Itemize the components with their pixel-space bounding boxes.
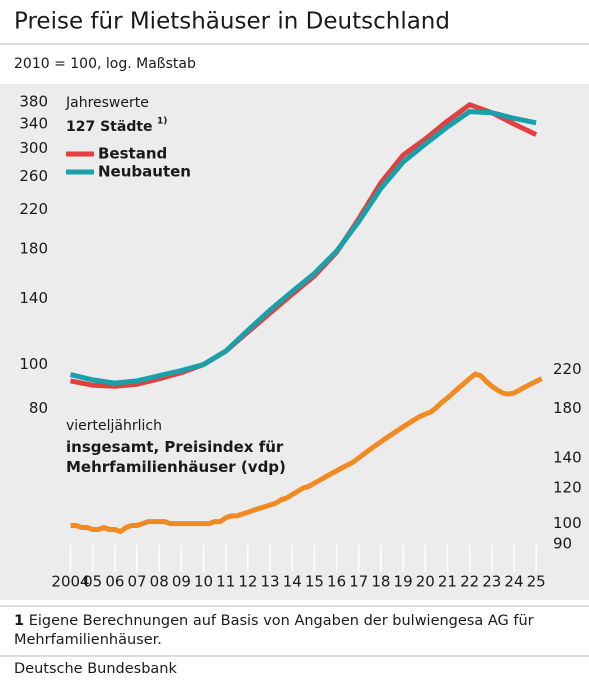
footnote-text: Eigene Berechnungen auf Basis von Angabe…	[14, 613, 534, 648]
subtitle: 2010 = 100, log. Maßstab	[14, 56, 196, 72]
legend-note: 1)	[157, 117, 167, 127]
x-tick-label: 11	[216, 573, 235, 591]
series-line	[70, 371, 543, 535]
x-tick-label: 05	[83, 573, 102, 591]
y-tick-label: 300	[19, 139, 48, 157]
x-tick-label: 2004	[51, 573, 89, 591]
legend-label: Bestand	[98, 145, 167, 163]
legend-heading: Jahreswerte	[65, 95, 149, 111]
panel	[0, 84, 589, 600]
series-label: insgesamt, Preisindex für Mehrfamilienhä…	[66, 438, 286, 476]
source: Deutsche Bundesbank	[14, 661, 177, 677]
x-tick-label: 23	[482, 573, 501, 591]
x-tick-label: 25	[527, 573, 546, 591]
x-tick-label: 14	[283, 573, 302, 591]
legend-label: Neubauten	[98, 163, 191, 181]
y-tick-label: 180	[19, 239, 48, 257]
y-tick-label: 340	[19, 114, 48, 132]
y2-tick-label: 100	[553, 514, 582, 532]
chart-title: Preise für Mietshäuser in Deutschland	[14, 9, 450, 35]
y-tick-label: 260	[19, 167, 48, 185]
x-tick-label: 21	[438, 573, 457, 591]
legend-subheading: 127 Städte	[66, 119, 153, 135]
x-tick-label: 12	[238, 573, 257, 591]
x-tick-label: 22	[460, 573, 479, 591]
x-tick-label: 10	[194, 573, 213, 591]
y-tick-label: 220	[19, 200, 48, 218]
quarterly-heading: vierteljährlich	[66, 418, 162, 434]
x-tick-label: 18	[371, 573, 390, 591]
x-tick-label: 08	[150, 573, 169, 591]
x-tick-label: 16	[327, 573, 346, 591]
x-tick-label: 09	[172, 573, 191, 591]
x-tick-label: 24	[504, 573, 523, 591]
y-tick-label: 100	[19, 355, 48, 373]
footnote: 1 Eigene Berechnungen auf Basis von Anga…	[14, 612, 579, 650]
x-tick-label: 07	[127, 573, 146, 591]
y2-tick-label: 90	[553, 535, 572, 553]
y-tick-label: 80	[29, 399, 48, 417]
y-tick-label: 140	[19, 289, 48, 307]
x-tick-label: 06	[105, 573, 124, 591]
footnote-number: 1	[14, 613, 25, 629]
y2-tick-label: 120	[553, 478, 582, 496]
y2-tick-label: 140	[553, 448, 582, 466]
series-line	[69, 109, 537, 386]
y2-tick-label: 180	[553, 399, 582, 417]
x-tick-label: 20	[416, 573, 435, 591]
x-tick-label: 13	[261, 573, 280, 591]
x-tick-label: 17	[349, 573, 368, 591]
y2-tick-label: 220	[553, 360, 582, 378]
x-tick-label: 19	[394, 573, 413, 591]
x-tick-label: 15	[305, 573, 324, 591]
y-tick-label: 380	[19, 93, 48, 111]
